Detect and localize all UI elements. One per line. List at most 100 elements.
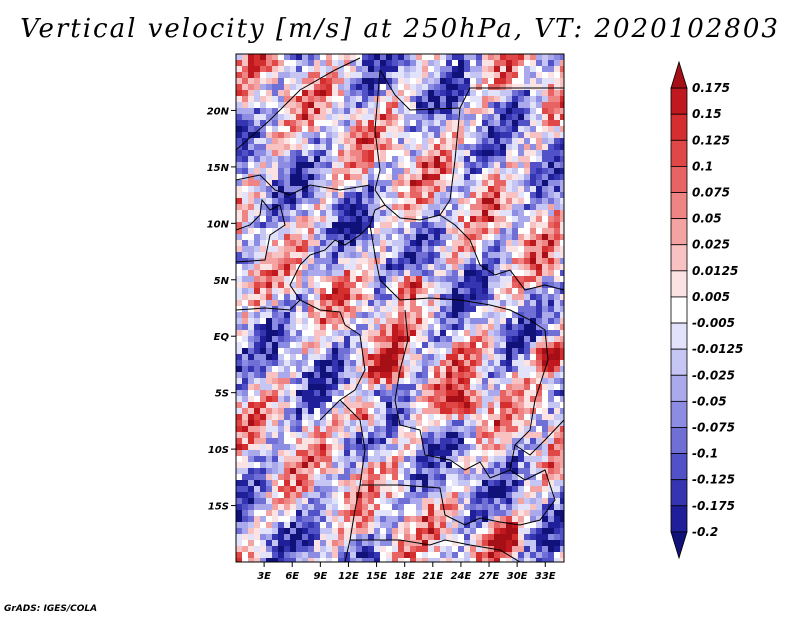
- field-cell: [530, 150, 536, 156]
- field-cell: [458, 162, 464, 168]
- field-cell: [542, 480, 548, 486]
- field-cell: [470, 126, 476, 132]
- field-cell: [524, 510, 530, 516]
- field-cell: [284, 312, 290, 318]
- field-cell: [290, 156, 296, 162]
- field-cell: [380, 456, 386, 462]
- colorbar-label: 0.1: [692, 159, 713, 173]
- field-cell: [404, 492, 410, 498]
- field-cell: [278, 84, 284, 90]
- field-cell: [410, 390, 416, 396]
- field-cell: [236, 414, 242, 420]
- field-cell: [470, 186, 476, 192]
- field-cell: [374, 522, 380, 528]
- field-cell: [524, 420, 530, 426]
- field-cell: [500, 372, 506, 378]
- field-cell: [452, 354, 458, 360]
- field-cell: [446, 132, 452, 138]
- field-cell: [314, 420, 320, 426]
- field-cell: [320, 204, 326, 210]
- field-cell: [494, 426, 500, 432]
- field-cell: [362, 354, 368, 360]
- field-cell: [434, 426, 440, 432]
- field-cell: [536, 528, 542, 534]
- field-cell: [278, 336, 284, 342]
- field-cell: [470, 294, 476, 300]
- field-cell: [356, 288, 362, 294]
- field-cell: [332, 540, 338, 546]
- field-cell: [434, 402, 440, 408]
- field-cell: [344, 84, 350, 90]
- field-cell: [356, 426, 362, 432]
- field-cell: [422, 336, 428, 342]
- field-cell: [332, 84, 338, 90]
- field-cell: [326, 234, 332, 240]
- field-cell: [560, 528, 564, 534]
- field-cell: [398, 150, 404, 156]
- field-cell: [254, 504, 260, 510]
- field-cell: [440, 102, 446, 108]
- field-cell: [494, 342, 500, 348]
- field-cell: [374, 378, 380, 384]
- field-cell: [260, 522, 266, 528]
- field-cell: [254, 546, 260, 552]
- field-cell: [440, 66, 446, 72]
- field-cell: [386, 552, 392, 558]
- field-cell: [446, 216, 452, 222]
- field-cell: [428, 54, 434, 60]
- field-cell: [530, 204, 536, 210]
- field-cell: [458, 468, 464, 474]
- field-cell: [278, 186, 284, 192]
- field-cell: [278, 396, 284, 402]
- field-cell: [506, 168, 512, 174]
- field-cell: [380, 90, 386, 96]
- field-cell: [344, 312, 350, 318]
- field-cell: [248, 78, 254, 84]
- field-cell: [446, 312, 452, 318]
- field-cell: [272, 120, 278, 126]
- field-cell: [512, 480, 518, 486]
- field-cell: [560, 174, 564, 180]
- field-cell: [470, 300, 476, 306]
- field-cell: [302, 372, 308, 378]
- field-cell: [410, 372, 416, 378]
- field-cell: [518, 66, 524, 72]
- field-cell: [332, 168, 338, 174]
- field-cell: [272, 486, 278, 492]
- field-cell: [542, 486, 548, 492]
- field-cell: [542, 306, 548, 312]
- field-cell: [536, 534, 542, 540]
- field-cell: [386, 84, 392, 90]
- field-cell: [452, 414, 458, 420]
- field-cell: [236, 360, 242, 366]
- field-cell: [512, 228, 518, 234]
- field-cell: [392, 294, 398, 300]
- field-cell: [518, 252, 524, 258]
- y-tick-label: 15S: [208, 502, 229, 513]
- field-cell: [464, 294, 470, 300]
- field-cell: [260, 240, 266, 246]
- field-cell: [518, 60, 524, 66]
- field-cell: [338, 270, 344, 276]
- field-cell: [254, 390, 260, 396]
- field-cell: [290, 390, 296, 396]
- field-cell: [422, 390, 428, 396]
- field-cell: [428, 468, 434, 474]
- field-cell: [374, 474, 380, 480]
- field-cell: [242, 372, 248, 378]
- field-cell: [464, 444, 470, 450]
- field-cell: [386, 360, 392, 366]
- field-cell: [290, 522, 296, 528]
- field-cell: [476, 540, 482, 546]
- field-cell: [248, 156, 254, 162]
- field-cell: [290, 204, 296, 210]
- field-cell: [440, 528, 446, 534]
- field-cell: [380, 552, 386, 558]
- field-cell: [290, 546, 296, 552]
- field-cell: [422, 66, 428, 72]
- field-cell: [560, 522, 564, 528]
- field-cell: [500, 468, 506, 474]
- field-cell: [392, 126, 398, 132]
- colorbar-label: -0.1: [692, 447, 718, 461]
- field-cell: [380, 150, 386, 156]
